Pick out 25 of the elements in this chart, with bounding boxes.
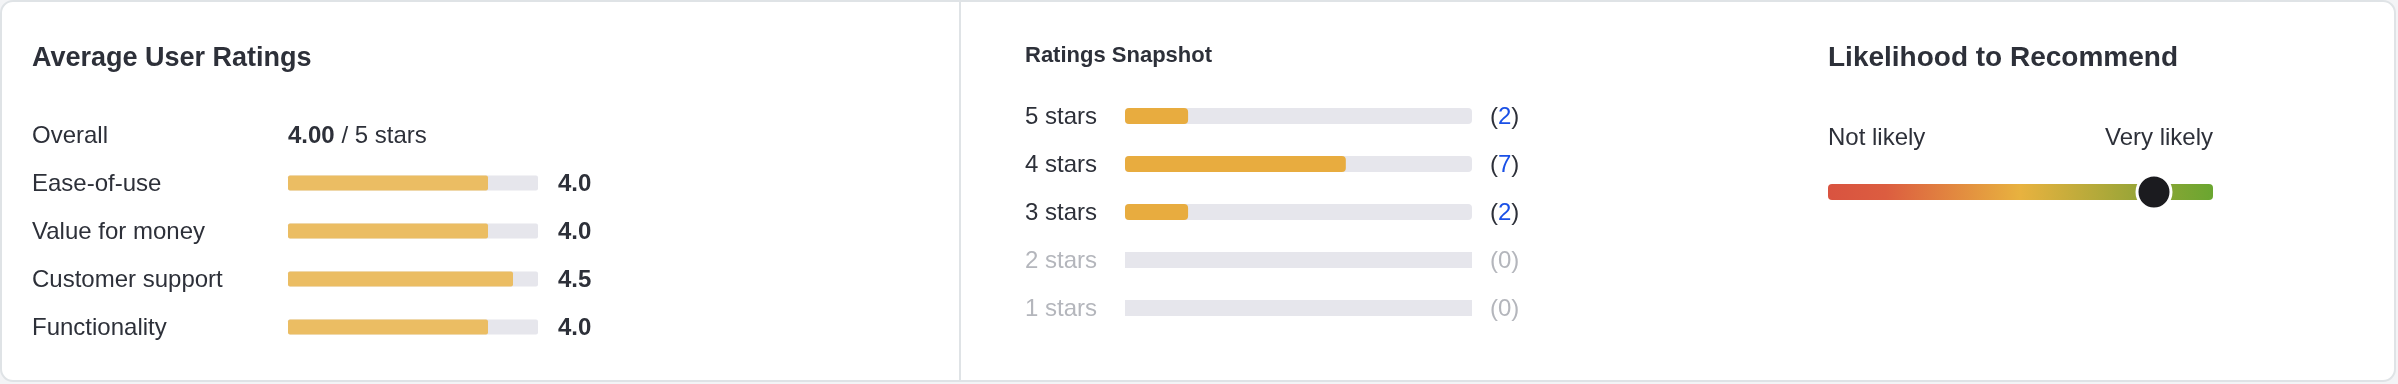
y-tick-label: 1 stars — [1025, 294, 1098, 321]
data-label: 4.0 — [558, 313, 592, 340]
text: Not likely — [1828, 123, 1926, 150]
y-tick-label: 4 stars — [1025, 150, 1098, 177]
data-label: 4.5 — [558, 265, 592, 292]
text: Overall — [32, 121, 109, 148]
y-tick-label: 2 stars — [1025, 246, 1098, 273]
text: 4.00 / 5 stars — [288, 121, 427, 148]
data-label: (7) — [1490, 150, 1520, 177]
y-tick-label: Functionality — [32, 313, 167, 340]
data-label: (2) — [1490, 102, 1520, 129]
y-tick-label: 3 stars — [1025, 198, 1098, 225]
y-tick-label: 5 stars — [1025, 102, 1098, 129]
data-label: 4.0 — [558, 169, 592, 196]
data-label: (0) — [1490, 246, 1520, 273]
y-tick-label: Customer support — [32, 265, 224, 292]
y-tick-label: Ease-of-use — [32, 169, 162, 196]
text: Likelihood to Recommend — [1828, 41, 2179, 72]
text: Very likely — [2104, 123, 2213, 150]
y-tick-label: Value for money — [32, 217, 205, 244]
data-label: (0) — [1490, 294, 1520, 321]
chart-title: Ratings Snapshot — [1025, 42, 1213, 67]
data-label: 4.0 — [558, 217, 592, 244]
chart-title: Average User Ratings — [32, 42, 312, 72]
data-label: (2) — [1490, 198, 1520, 225]
